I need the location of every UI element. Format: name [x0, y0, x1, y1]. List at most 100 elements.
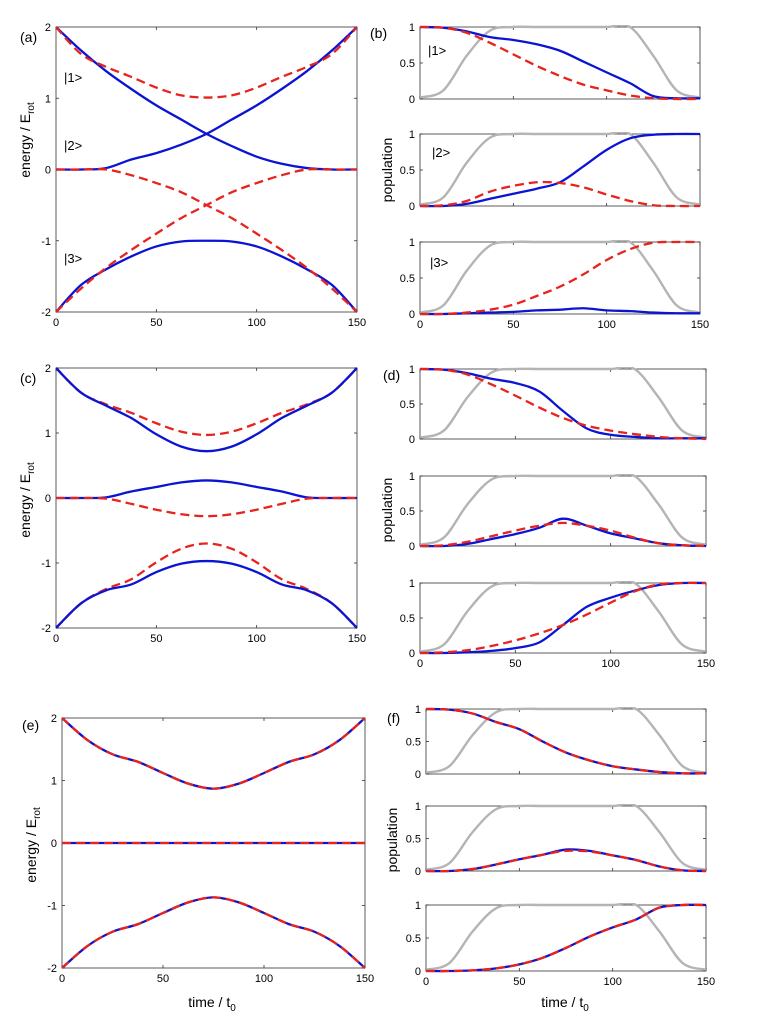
panel-a: -2 -1 0 1 2 0 50 100 150 (a) |1> |2> |3>	[20, 22, 366, 329]
panel-d-label: (d)	[383, 367, 400, 383]
panel-d-subplot-3: 0 0.5 1 0 50 100 150	[400, 578, 715, 670]
panel-b-sub1-state-annotation: |1>	[428, 43, 446, 58]
panel-b-sub1-ytick-label: 0	[409, 94, 415, 106]
panel-d-sub3-xtick-label: 0	[417, 658, 423, 670]
panel-b-sub2-ytick-label: 1	[409, 129, 415, 141]
panel-e-series-red-dashed-5	[62, 896, 365, 969]
panel-d-subplot-2: 00.51	[400, 471, 707, 553]
panel-d-sub3-xtick-label: 150	[697, 658, 715, 670]
panel-c-label: (c)	[20, 370, 36, 386]
panel-f-subplot-1: 00.51	[406, 704, 707, 781]
panel-b-sub3-series-gray-0	[420, 240, 700, 314]
energy-ylabel-c: energy / Erot	[17, 462, 37, 538]
panel-a-series-blue-1	[56, 26, 357, 171]
panel-d-sub3-series-gray-0	[420, 581, 706, 653]
panel-b-sub1-ytick-label: 0.5	[400, 58, 415, 70]
panel-c-ytick-label: 0	[45, 493, 51, 505]
panel-e-xtick-label: 0	[59, 973, 65, 985]
panel-d-sub3-xtick-label: 50	[509, 658, 521, 670]
panel-a-xtick-label: 50	[150, 317, 162, 329]
time-xlabel-f: time / t0	[541, 994, 589, 1014]
panel-a-xtick-label: 0	[53, 317, 59, 329]
panel-f-sub3-series-red-dashed-2	[426, 903, 706, 973]
panel-a-ytick-label: 0	[45, 165, 51, 177]
panel-b-sub1-series-gray-0	[420, 25, 700, 99]
panel-b-sub1-series-red-dashed-2	[420, 25, 700, 101]
panel-d-sub1-ytick-label: 1	[409, 364, 415, 376]
panel-b-subplot-3: 0 0.5 1 0 50 100 150 |3>	[400, 237, 709, 331]
panel-f-sub1-axes-frame	[425, 708, 707, 775]
panel-f-sub1-ytick-label: 0	[415, 769, 421, 781]
panel-e-xtick-label: 50	[157, 973, 169, 985]
panel-a-ytick-label: -1	[41, 236, 51, 248]
panel-a-state-annotation: |2>	[64, 138, 82, 153]
panel-c-series-blue-1	[56, 367, 357, 453]
panel-f-sub3-ytick-label: 0	[415, 966, 421, 978]
panel-d-sub1-ytick-label: 0	[409, 434, 415, 446]
panel-c-xtick-label: 0	[53, 633, 59, 645]
panel-d-sub3-xtick-label: 100	[601, 658, 619, 670]
panel-b-sub2-series-gray-0	[420, 132, 700, 206]
panel-d-sub3-ytick-label: 0	[409, 648, 415, 660]
panel-c-ytick-label: -1	[41, 558, 51, 570]
panel-b-sub3-xtick-label: 50	[507, 319, 519, 331]
panel-a-ytick-label: 2	[45, 22, 51, 34]
panel-b-sub3-xtick-label: 0	[417, 319, 423, 331]
energy-ylabel-a: energy / Erot	[17, 102, 37, 178]
panel-f-sub1-series-gray-0	[426, 707, 706, 774]
panel-f-sub3-ytick-label: 0.5	[406, 933, 421, 945]
panel-f-sub1-series-red-dashed-2	[426, 707, 706, 775]
panel-f-subplot-2: 00.51	[406, 801, 707, 878]
panel-b-sub3-state-annotation: |3>	[430, 255, 448, 270]
energy-ylabel-e: energy / Erot	[23, 807, 43, 883]
panel-b: (b) 0 0.5 1 |1> 0 0.5 1 |2> 0 0.5 1 0 50 100 150 |3>	[370, 22, 709, 331]
panel-d-sub1-series-blue-1	[420, 367, 706, 440]
panel-a-xtick-label: 100	[247, 317, 265, 329]
panel-c-series-blue-5	[56, 559, 357, 629]
panel-f-sub2-ytick-label: 0	[415, 866, 421, 878]
panel-c-series-blue-2	[56, 479, 357, 500]
panel-a-series-red-dashed-3	[56, 26, 357, 99]
panel-b-sub3-ytick-label: 1	[409, 237, 415, 249]
panel-e-ytick-label: -1	[47, 901, 57, 913]
panel-c-ytick-label: -2	[41, 623, 51, 635]
panel-f-sub2-ytick-label: 0.5	[406, 834, 421, 846]
panel-a-state-annotation: |3>	[64, 251, 82, 266]
panel-f-sub3-ytick-label: 1	[415, 900, 421, 912]
population-ylabel-d: population	[379, 478, 395, 543]
panel-f-sub3-xtick-label: 0	[423, 976, 429, 988]
panel-c-series-red-dashed-4	[56, 542, 357, 629]
panel-d-sub3-ytick-label: 1	[409, 578, 415, 590]
panel-d-subplot-1: 00.51	[400, 364, 707, 446]
panel-a-xtick-label: 150	[348, 317, 366, 329]
panel-d-sub1-series-red-dashed-2	[420, 367, 706, 441]
panel-c-ytick-label: 2	[45, 363, 51, 375]
population-ylabel-f: population	[384, 808, 400, 873]
panel-b-sub3-ytick-label: 0.5	[400, 273, 415, 285]
panel-f-sub2-series-red-dashed-2	[426, 849, 706, 873]
panel-d-sub2-ytick-label: 1	[409, 471, 415, 483]
panel-a-label: (a)	[20, 29, 37, 45]
panel-b-sub2-axes-frame	[419, 133, 701, 207]
panel-b-subplot-1: 0 0.5 1 |1>	[400, 22, 701, 106]
panel-e-ytick-label: 1	[51, 776, 57, 788]
panel-a-state-annotation: |1>	[64, 70, 82, 85]
panel-f-sub3-xtick-label: 100	[603, 976, 621, 988]
panel-d-sub3-ytick-label: 0.5	[400, 613, 415, 625]
panel-e-ytick-label: 2	[51, 713, 57, 725]
panel-b-sub1-ytick-label: 1	[409, 22, 415, 34]
panel-a-series-red-dashed-5	[56, 167, 357, 313]
panel-e-label: (e)	[22, 717, 39, 733]
panel-a-ytick-label: -2	[41, 307, 51, 319]
panel-c-xtick-label: 150	[348, 633, 366, 645]
panel-b-sub2-series-red-dashed-2	[420, 180, 700, 208]
time-xlabel-e: time / t0	[188, 994, 236, 1014]
panel-e-series-red-dashed-1	[62, 717, 365, 790]
panel-f-sub1-ytick-label: 0.5	[406, 737, 421, 749]
panel-d-sub3-axes-frame	[419, 582, 707, 654]
panel-f-label: (f)	[387, 710, 400, 726]
panel-b-label: (b)	[370, 25, 387, 41]
